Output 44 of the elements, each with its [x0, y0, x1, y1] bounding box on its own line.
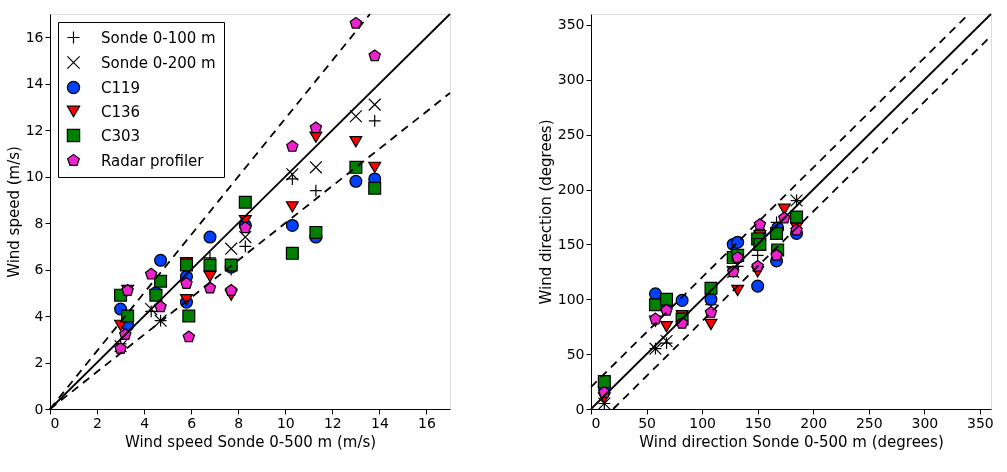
y-tick-label: 4 [34, 307, 44, 324]
y-tick-label: 14 [25, 75, 44, 92]
y-tick-label: 16 [25, 28, 44, 45]
y-tick-label: 300 [557, 71, 585, 88]
x-tick-label: 50 [638, 414, 656, 431]
y-tick-label: 12 [25, 121, 44, 138]
legend-label: Sonde 0-200 m [101, 53, 216, 72]
x-tick-label: 0 [591, 414, 601, 431]
x-tick-label: 8 [234, 414, 244, 431]
x-tick-label: 100 [689, 414, 716, 431]
y-tick-label: 10 [25, 168, 44, 185]
x-tick-label: 2 [93, 414, 103, 431]
x-tick-label: 350 [967, 414, 994, 431]
x-tick-label: 12 [323, 414, 342, 431]
x-tick-label: 16 [418, 414, 436, 431]
y-tick-label: 150 [557, 235, 585, 252]
y-tick-label: 100 [557, 290, 585, 307]
y-tick-label: 350 [557, 16, 585, 33]
y-tick-label: 0 [575, 400, 585, 417]
y-tick-label: 6 [34, 261, 44, 278]
x-tick-label: 0 [50, 414, 60, 431]
x-axis-title: Wind speed Sonde 0-500 m (m/s) [124, 432, 377, 451]
y-tick-label: 8 [34, 214, 44, 231]
y-tick-label: 50 [566, 345, 585, 362]
y-tick-label: 2 [34, 354, 44, 371]
x-tick-label: 250 [855, 414, 883, 431]
legend-label: C119 [101, 78, 141, 97]
y-axis-title: Wind direction (degrees) [536, 119, 555, 305]
x-axis-title: Wind direction Sonde 0-500 m (degrees) [639, 432, 944, 451]
y-axis-title: Wind speed (m/s) [4, 146, 23, 278]
y-tick-label: 0 [34, 400, 44, 417]
x-tick-label: 300 [911, 414, 939, 431]
legend-label: Sonde 0-100 m [101, 28, 216, 47]
x-tick-label: 200 [800, 414, 828, 431]
legend-label: C303 [101, 126, 141, 145]
x-tick-label: 150 [744, 414, 772, 431]
x-tick-label: 6 [187, 414, 197, 431]
x-tick-label: 14 [371, 414, 389, 431]
legend-label: Radar profiler [101, 151, 205, 170]
y-tick-label: 200 [557, 181, 585, 198]
x-tick-label: 4 [140, 414, 150, 431]
x-tick-label: 10 [276, 414, 295, 431]
legend-label: C136 [101, 102, 141, 121]
y-tick-label: 250 [557, 126, 585, 143]
